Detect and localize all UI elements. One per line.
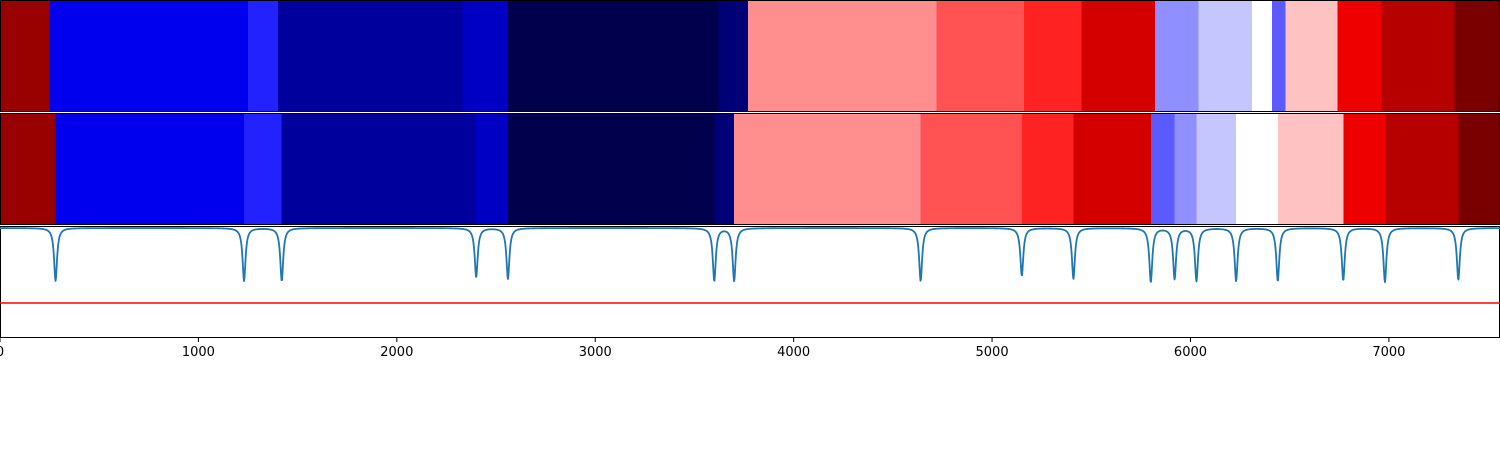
x-tick-label: 6000 bbox=[1174, 345, 1207, 360]
heatmap-cell bbox=[1271, 0, 1287, 112]
heatmap-cell bbox=[277, 0, 463, 112]
heatmap-cell bbox=[1023, 0, 1082, 112]
heatmap-cell bbox=[248, 0, 279, 112]
heatmap-cell bbox=[1196, 113, 1237, 225]
x-axis: 0 1000 2000 3000 4000 5000 6000 7000 bbox=[0, 338, 1405, 360]
heatmap-cell bbox=[714, 113, 735, 225]
x-tick-label: 5000 bbox=[976, 345, 1009, 360]
heatmap-row-1 bbox=[0, 0, 1500, 112]
x-tick-label: 0 bbox=[0, 345, 4, 360]
signal-line bbox=[0, 227, 1500, 284]
x-tick-label: 7000 bbox=[1372, 345, 1405, 360]
heatmap-cell bbox=[734, 113, 922, 225]
heatmap-cell bbox=[1458, 113, 1500, 225]
heatmap-cell bbox=[748, 0, 938, 112]
heatmap-cell bbox=[1021, 113, 1074, 225]
heatmap-cell bbox=[0, 0, 51, 112]
heatmap-cell bbox=[281, 113, 477, 225]
heatmap-cell bbox=[1154, 0, 1199, 112]
x-tick-label: 4000 bbox=[777, 345, 810, 360]
heatmap-cell bbox=[462, 0, 509, 112]
heatmap-cell bbox=[718, 0, 749, 112]
heatmap-cell bbox=[1454, 0, 1500, 112]
heatmap-cell bbox=[1384, 113, 1459, 225]
x-tick-label: 2000 bbox=[380, 345, 413, 360]
signal-panel bbox=[0, 227, 1500, 304]
heatmap-cell bbox=[1150, 113, 1176, 225]
heatmap-cell bbox=[1174, 113, 1197, 225]
heatmap-cell bbox=[1277, 113, 1344, 225]
heatmap-cell bbox=[1251, 0, 1273, 112]
heatmap-cell bbox=[1198, 0, 1253, 112]
heatmap-cell bbox=[920, 113, 1023, 225]
x-tick-label: 1000 bbox=[182, 345, 215, 360]
heatmap-cell bbox=[1343, 113, 1386, 225]
heatmap-cell bbox=[1073, 113, 1152, 225]
heatmap-cell bbox=[1380, 0, 1455, 112]
heatmap-cell bbox=[55, 113, 245, 225]
heatmap-cell bbox=[1236, 113, 1279, 225]
x-tick-label: 3000 bbox=[579, 345, 612, 360]
heatmap-cell bbox=[476, 113, 509, 225]
heatmap-cell bbox=[1337, 0, 1382, 112]
heatmap-cell bbox=[507, 0, 719, 112]
heatmap-cell bbox=[507, 113, 715, 225]
heatmap-cell bbox=[1081, 0, 1156, 112]
heatmap-cell bbox=[0, 113, 57, 225]
heatmap-rows bbox=[0, 0, 1500, 225]
heatmap-cell bbox=[244, 113, 283, 225]
heatmap-cell bbox=[49, 0, 249, 112]
heatmap-cell bbox=[1285, 0, 1338, 112]
heatmap-cell bbox=[936, 0, 1025, 112]
heatmap-row-2 bbox=[0, 113, 1500, 225]
